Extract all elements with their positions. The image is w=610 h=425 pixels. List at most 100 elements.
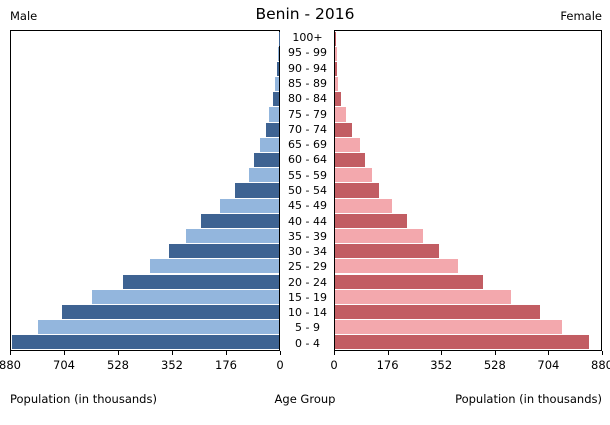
tick-mark <box>548 351 550 355</box>
female-side-label: Female <box>560 9 602 23</box>
tick-label: 704 <box>53 358 75 372</box>
age-label: 35 - 39 <box>288 229 327 243</box>
female-bar-row <box>335 244 601 259</box>
male-bar-row <box>11 137 279 152</box>
age-label: 95 - 99 <box>288 46 327 60</box>
age-label: 75 - 79 <box>288 107 327 121</box>
tick-label: 880 <box>591 358 610 372</box>
age-label: 80 - 84 <box>288 92 327 106</box>
female-x-axis-ticks: 0 176 352 528 704 880 <box>330 351 610 377</box>
male-bar-0-4 <box>11 335 279 350</box>
female-bar-row <box>335 122 601 137</box>
female-bar-0-4 <box>335 335 589 350</box>
female-bar-15-19 <box>335 289 511 304</box>
age-label: 50 - 54 <box>288 183 327 197</box>
age-label: 45 - 49 <box>288 199 327 213</box>
tick-label: 880 <box>0 358 21 372</box>
female-bars <box>335 31 601 350</box>
female-bar-row <box>335 92 601 107</box>
tick-label: 704 <box>537 358 560 372</box>
male-bar-95-99 <box>277 46 279 61</box>
female-bar-row <box>335 77 601 92</box>
female-bar-row <box>335 61 601 77</box>
male-side-label: Male <box>10 9 38 23</box>
chart-title: Benin - 2016 <box>255 5 355 23</box>
age-label: 25 - 29 <box>288 260 327 274</box>
female-bar-row <box>335 153 601 168</box>
female-bar-row <box>335 107 601 122</box>
age-label: 40 - 44 <box>288 214 327 228</box>
female-bar-90-94 <box>335 61 338 77</box>
age-label: 100+ <box>292 31 323 45</box>
female-bar-50-54 <box>335 183 380 198</box>
male-bar-50-54 <box>235 183 279 198</box>
male-plot-panel <box>10 30 280 351</box>
male-bar-row <box>11 168 279 183</box>
male-bar-row <box>11 46 279 61</box>
male-bar-20-24 <box>122 274 279 289</box>
female-bar-row <box>335 183 601 198</box>
female-bar-55-59 <box>335 168 372 183</box>
female-bar-row <box>335 168 601 183</box>
male-bar-row <box>11 244 279 259</box>
tick-label: 528 <box>483 358 506 372</box>
female-bar-60-64 <box>335 153 365 168</box>
tick-mark <box>64 351 65 355</box>
tick-mark <box>494 351 496 355</box>
female-bar-row <box>335 335 601 350</box>
age-label: 15 - 19 <box>288 290 327 304</box>
tick-label: 0 <box>330 358 338 372</box>
male-bar-30-34 <box>169 244 279 259</box>
female-bar-row <box>335 228 601 244</box>
female-bar-35-39 <box>335 228 423 244</box>
age-label: 30 - 34 <box>288 245 327 259</box>
female-bar-70-74 <box>335 122 352 137</box>
male-bar-row <box>11 153 279 168</box>
tick-mark <box>602 351 603 355</box>
male-bar-10-14 <box>62 304 279 320</box>
female-bar-65-69 <box>335 137 360 152</box>
male-bar-80-84 <box>272 92 279 107</box>
male-bar-15-19 <box>91 289 279 304</box>
male-bar-45-49 <box>219 198 279 213</box>
female-bar-85-89 <box>335 77 339 92</box>
age-label: 85 - 89 <box>288 76 327 90</box>
female-bar-100+ <box>335 31 336 46</box>
female-bar-25-29 <box>335 259 459 274</box>
male-bar-row <box>11 228 279 244</box>
tick-mark <box>280 351 281 355</box>
male-bar-row <box>11 259 279 274</box>
female-bar-row <box>335 320 601 335</box>
male-bar-35-39 <box>186 228 279 244</box>
male-bars <box>11 31 279 350</box>
female-plot-panel <box>334 30 602 351</box>
male-bar-25-29 <box>150 259 279 274</box>
male-bar-row <box>11 274 279 289</box>
female-bar-80-84 <box>335 92 342 107</box>
age-label: 10 - 14 <box>288 306 327 320</box>
age-label: 90 - 94 <box>288 61 327 75</box>
tick-mark <box>226 351 227 355</box>
female-bar-20-24 <box>335 274 483 289</box>
female-bar-row <box>335 137 601 152</box>
male-bar-55-59 <box>248 168 279 183</box>
male-bar-row <box>11 183 279 198</box>
female-bar-row <box>335 274 601 289</box>
male-bar-row <box>11 61 279 77</box>
female-bar-row <box>335 259 601 274</box>
male-bar-90-94 <box>276 61 279 77</box>
male-bar-row <box>11 213 279 228</box>
male-bar-row <box>11 289 279 304</box>
male-axis-caption: Population (in thousands) <box>10 392 157 406</box>
age-label: 70 - 74 <box>288 122 327 136</box>
male-bar-row <box>11 122 279 137</box>
male-bar-60-64 <box>254 153 279 168</box>
female-bar-40-44 <box>335 213 408 228</box>
male-bar-row <box>11 92 279 107</box>
tick-label: 0 <box>276 358 284 372</box>
age-label: 65 - 69 <box>288 138 327 152</box>
tick-mark <box>334 351 335 355</box>
male-bar-row <box>11 77 279 92</box>
male-x-axis-ticks: 0 176 352 528 704 880 <box>0 351 284 377</box>
tick-label: 176 <box>215 358 237 372</box>
